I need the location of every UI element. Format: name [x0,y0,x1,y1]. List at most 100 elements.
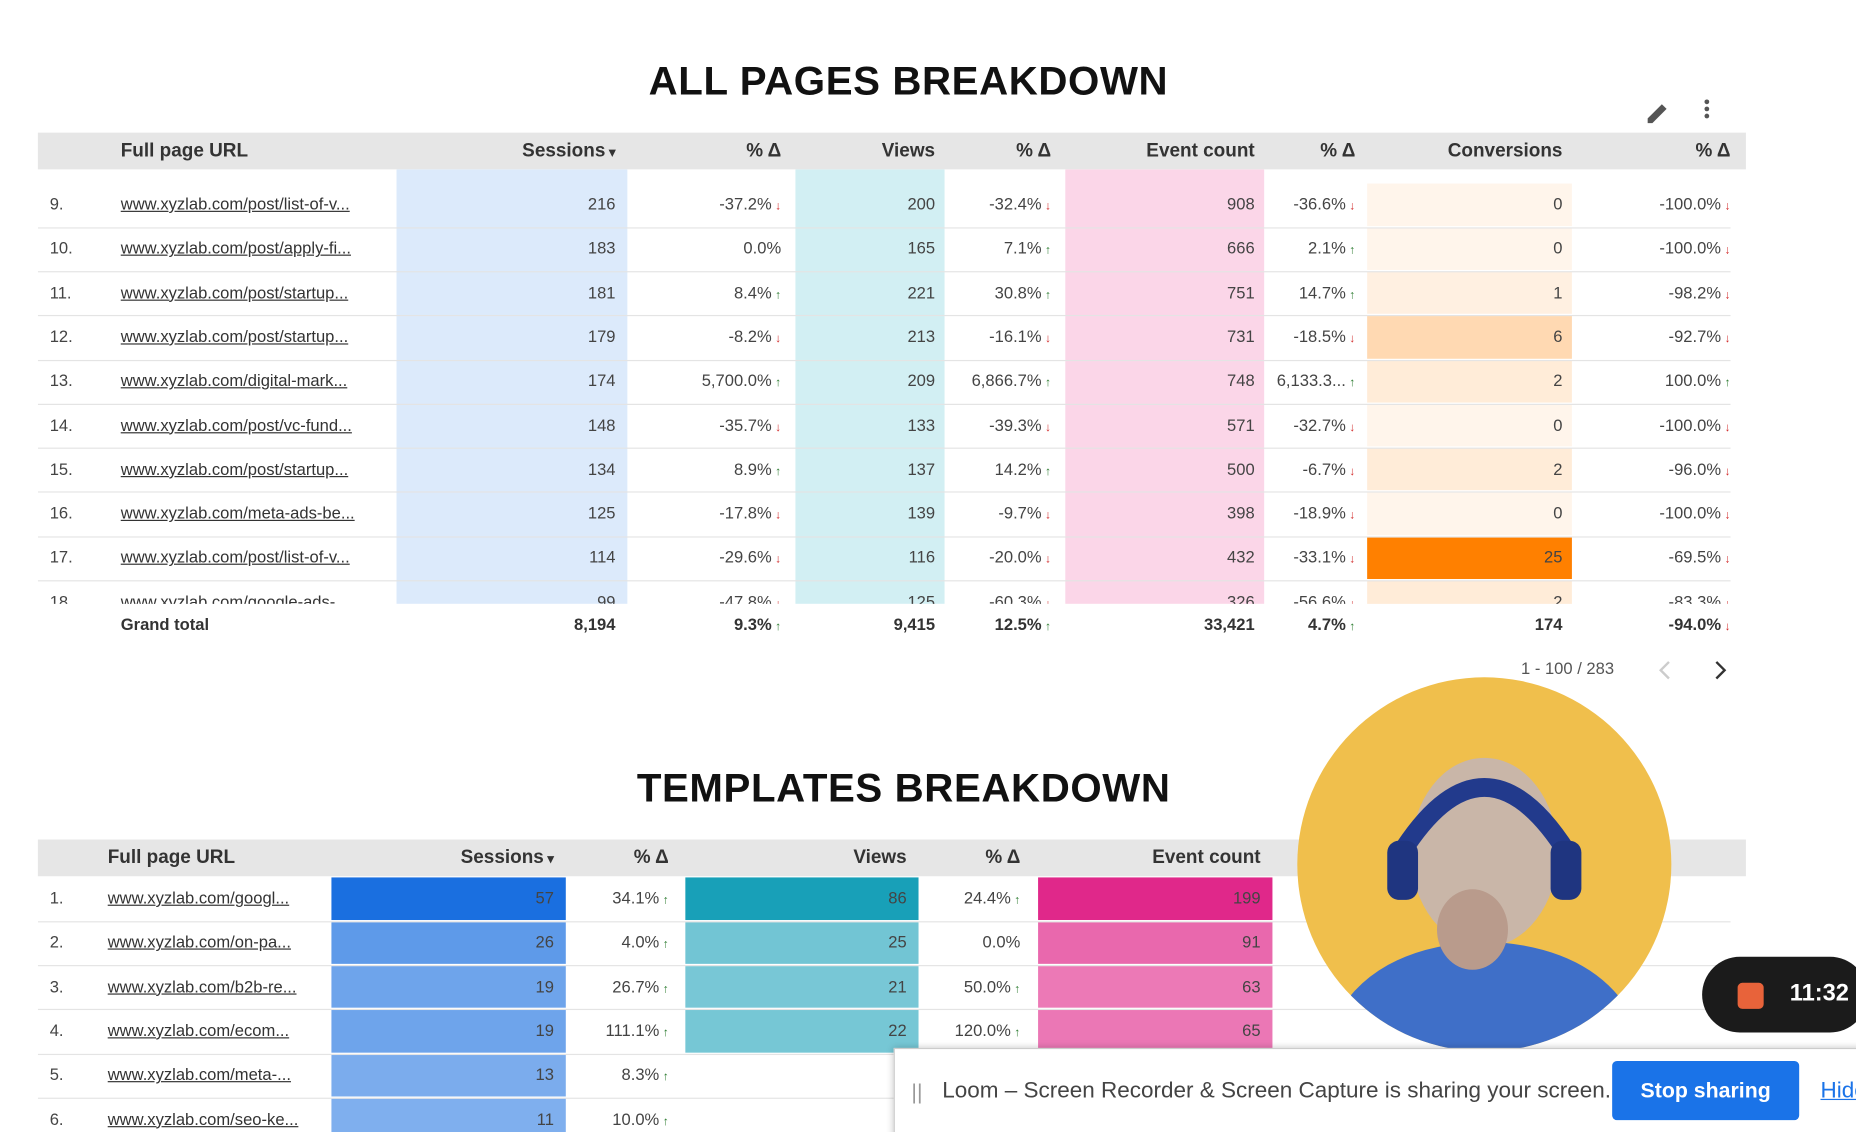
row-divider [37,1009,1731,1011]
trend-arrow: ↑ [775,376,782,390]
cell-value: 216 [587,194,616,214]
heat-cell [685,966,919,1008]
cell-value: -20.0% ↓ [989,547,1052,567]
cell-value: 0.0% [982,932,1021,952]
row-index: 15. [49,459,73,479]
heat-cell [331,1010,566,1053]
pager-arrows[interactable] [1655,658,1733,682]
page-url[interactable]: www.xyzlab.com/googl... [107,888,290,908]
cell-value: 30.8% ↑ [994,282,1052,302]
cell-value: 2 [1553,459,1563,479]
trend-arrow: ↑ [662,982,669,996]
row-index: 6. [49,1108,64,1128]
cell-value: 139 [907,503,936,523]
trend-arrow: ↑ [1045,244,1052,258]
heat-cell [1367,537,1572,580]
cell-value: 6 [1553,326,1563,346]
hide-link[interactable]: Hide [1820,1078,1856,1104]
trend-arrow: ↓ [1045,509,1052,523]
cell-value: 125 [587,503,616,523]
cell-value: 731 [1227,326,1255,346]
trend-arrow: ↓ [1724,200,1731,214]
cell-value: 65 [1242,1020,1261,1040]
section-title: TEMPLATES BREAKDOWN [636,766,1171,812]
cell-value: -98.2% ↓ [1668,282,1731,302]
cell-value: 183 [587,238,616,258]
cell-value: -18.9% ↓ [1293,503,1356,523]
page-url[interactable]: www.xyzlab.com/post/list-of-v... [120,194,350,214]
page-url[interactable]: www.xyzlab.com/b2b-re... [107,976,297,996]
page-url[interactable]: www.xyzlab.com/post/vc-fund... [120,415,352,434]
heat-cell [1038,1010,1273,1053]
cell-value: 10.0% ↑ [612,1108,669,1128]
cell-value: 174 [587,370,616,390]
toolbar-icons[interactable] [1643,95,1726,126]
cell-value: 6,133.3... ↑ [1276,370,1356,390]
sort-icon[interactable]: ▾ [543,852,554,867]
page-url[interactable]: www.xyzlab.com/post/startup... [120,459,349,479]
heat-cell [685,921,919,964]
page-url[interactable]: www.xyzlab.com/post/startup... [120,326,349,346]
table-body: 9. www.xyzlab.com/post/list-of-v... 216 -37… [37,169,1746,604]
cell-value: 13 [535,1064,554,1084]
cell-value: 181 [587,282,616,302]
total-label: Grand total [120,614,210,634]
cell-value: 34.1% ↑ [612,888,669,908]
page-url[interactable]: www.xyzlab.com/post/startup... [120,282,349,302]
column-header: % Δ [1016,140,1052,162]
cell-value: 63 [1242,976,1261,996]
page-url[interactable]: www.xyzlab.com/digital-mark... [120,370,348,390]
cell-value: 666 [1227,238,1255,258]
share-message: Loom – Screen Recorder & Screen Capture … [942,1078,1611,1104]
sort-icon[interactable]: ▾ [605,145,616,160]
row-index: 12. [49,326,73,346]
heat-cell [1038,921,1273,964]
page-url[interactable]: www.xyzlab.com/ecom... [107,1020,290,1040]
trend-arrow: ↓ [1045,420,1052,434]
cell-value: 0 [1553,415,1563,434]
cell-value: -16.1% ↓ [989,326,1052,346]
cell-value: 7.1% ↑ [1003,238,1052,258]
page-url[interactable]: www.xyzlab.com/post/apply-fi... [120,238,351,258]
page-url[interactable]: www.xyzlab.com/post/list-of-v... [120,547,350,567]
trend-arrow: ↑ [662,938,669,952]
row-index: 11. [49,282,72,302]
cell-value: -96.0% ↓ [1668,459,1731,479]
cell-value: 14.7% ↑ [1298,282,1356,302]
trend-arrow: ↑ [1045,376,1052,390]
cell-value: 26 [535,932,554,952]
page-url[interactable]: www.xyzlab.com/meta-... [107,1064,291,1084]
cell-value: 19 [535,976,554,996]
page-url[interactable]: www.xyzlab.com/on-pa... [107,932,291,952]
heat-cell [331,921,566,964]
cell-value: 22 [888,1020,907,1040]
cell-value: -83.3%↓ [1494,592,1731,604]
column-band [1065,169,1265,604]
total-value: -94.0% ↓ [1668,614,1731,634]
column-header: Conversions [1447,140,1563,162]
stop-sharing-button[interactable]: Stop sharing [1612,1060,1800,1121]
cell-value: 2.1% ↑ [1308,238,1356,258]
page-url[interactable]: www.xyzlab.com/google-ads-... [120,591,350,604]
column-header: % Δ [985,847,1021,868]
total-value: 33,421 [1203,614,1255,634]
trend-arrow: ↑ [1724,376,1731,390]
trend-arrow: ↑ [1014,982,1021,996]
cell-value: 0 [1553,503,1563,523]
cell-value: -100.0% ↓ [1659,503,1731,523]
cell-value: 0 [1553,238,1563,258]
page-url[interactable]: www.xyzlab.com/seo-ke... [107,1108,299,1128]
recording-timer[interactable]: 11:32 [1702,956,1856,1033]
cell-value: -60.3%↓ [814,592,1051,604]
cell-value: 398 [1227,503,1255,523]
trend-arrow: ↓ [1045,200,1052,214]
column-header: Event count [1152,847,1261,868]
trend-arrow: ↑ [662,893,669,908]
trend-arrow: ↓ [775,598,781,604]
cell-value: 26.7% ↑ [612,976,669,996]
page-url[interactable]: www.xyzlab.com/meta-ads-be... [120,503,355,523]
cell-value: 751 [1227,282,1255,302]
cell-value: -47.8%↓ [544,592,781,604]
row-divider [37,580,1731,582]
cell-value: 8.3% ↑ [621,1064,669,1084]
